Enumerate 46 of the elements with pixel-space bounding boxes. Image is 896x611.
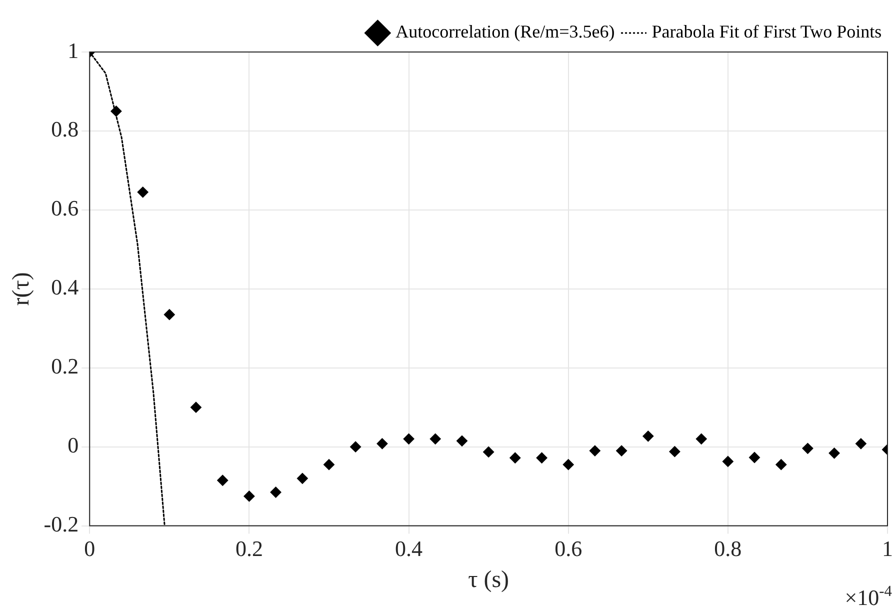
- point: [748, 452, 760, 463]
- point: [296, 472, 308, 484]
- x-tick-label: 0: [84, 536, 96, 561]
- point: [137, 186, 148, 198]
- y-tick-label: 0.6: [51, 196, 79, 221]
- y-tick-label: 0.2: [51, 354, 79, 379]
- point: [217, 474, 228, 486]
- y-tick-label: 0: [68, 432, 79, 458]
- x-tick-label: 0.4: [395, 536, 423, 561]
- y-tick-label: 0.8: [51, 116, 79, 142]
- y-axis-title: r(τ): [8, 272, 35, 306]
- point: [456, 435, 468, 446]
- x-tick-label: 0.2: [235, 536, 263, 561]
- y-tick-label: 1: [68, 38, 79, 63]
- legend-label: Parabola Fit of First Two Points: [652, 22, 882, 42]
- point: [510, 452, 521, 464]
- point: [110, 106, 122, 117]
- point: [776, 459, 787, 470]
- point: [562, 459, 574, 470]
- point: [190, 402, 202, 413]
- point: [270, 486, 282, 498]
- point: [536, 452, 548, 464]
- point: [855, 438, 866, 450]
- x-tick-label: 0.6: [554, 536, 582, 561]
- point: [350, 441, 362, 452]
- legend-label: Autocorrelation (Re/m=3.5e6): [396, 22, 615, 42]
- point: [483, 446, 494, 458]
- point: [616, 445, 628, 456]
- x-axis-title: τ (s): [468, 566, 510, 593]
- point: [589, 445, 600, 456]
- y-tick-label: -0.2: [44, 512, 79, 537]
- point: [164, 309, 175, 320]
- x-tick-label: 1: [882, 536, 893, 561]
- point: [244, 490, 255, 502]
- y-tick-label: 0.4: [51, 274, 79, 300]
- point: [802, 442, 814, 454]
- point: [323, 459, 334, 470]
- x-tick-label: 0.8: [714, 536, 742, 561]
- point: [696, 433, 707, 444]
- point: [722, 456, 734, 467]
- point: [642, 430, 654, 442]
- point: [403, 433, 414, 444]
- point: [430, 433, 441, 444]
- point: [376, 438, 388, 450]
- point: [669, 446, 680, 458]
- point: [828, 448, 840, 459]
